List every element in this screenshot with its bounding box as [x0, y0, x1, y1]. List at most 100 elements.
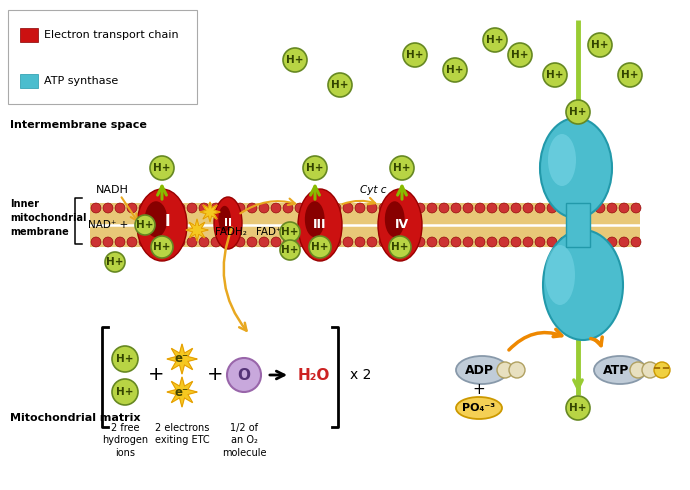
Text: NAD⁺ +: NAD⁺ + [88, 220, 128, 230]
Polygon shape [167, 377, 197, 407]
Text: NADH: NADH [96, 185, 129, 195]
Circle shape [211, 237, 221, 247]
Text: PO₄⁻³: PO₄⁻³ [462, 403, 495, 413]
Text: FAD⁺ +: FAD⁺ + [256, 227, 293, 237]
Bar [566, 203, 590, 247]
Text: H+: H+ [406, 50, 424, 60]
Text: H+: H+ [486, 35, 504, 45]
Text: 2 free
hydrogen
ions: 2 free hydrogen ions [102, 423, 148, 458]
Circle shape [619, 203, 629, 213]
Circle shape [463, 203, 473, 213]
Circle shape [403, 43, 427, 67]
Circle shape [343, 203, 353, 213]
Circle shape [127, 237, 137, 247]
Circle shape [307, 237, 317, 247]
Circle shape [295, 237, 305, 247]
Circle shape [415, 237, 425, 247]
Ellipse shape [540, 118, 612, 218]
Text: H+: H+ [136, 220, 154, 230]
Text: O: O [237, 368, 250, 383]
Circle shape [475, 203, 485, 213]
Circle shape [631, 203, 641, 213]
Circle shape [259, 203, 269, 213]
Circle shape [283, 48, 307, 72]
Circle shape [654, 362, 670, 378]
FancyBboxPatch shape [8, 10, 197, 104]
Circle shape [105, 252, 125, 272]
Ellipse shape [545, 245, 575, 305]
Ellipse shape [298, 189, 342, 261]
Ellipse shape [456, 397, 502, 419]
Circle shape [571, 203, 581, 213]
Text: H+: H+ [591, 40, 609, 50]
Text: IV: IV [395, 219, 409, 231]
Circle shape [355, 203, 365, 213]
Ellipse shape [218, 206, 231, 232]
Bar [20, 28, 38, 42]
Text: H+: H+ [446, 65, 464, 75]
Circle shape [343, 237, 353, 247]
Circle shape [331, 237, 341, 247]
Circle shape [355, 237, 365, 247]
Circle shape [115, 203, 125, 213]
Circle shape [271, 237, 281, 247]
Circle shape [283, 237, 293, 247]
Bar [90, 203, 640, 247]
Circle shape [367, 203, 377, 213]
Circle shape [483, 28, 507, 52]
Text: II: II [224, 218, 232, 228]
Circle shape [115, 237, 125, 247]
Circle shape [163, 237, 173, 247]
Text: Intermembrane space: Intermembrane space [10, 120, 147, 130]
Text: Electron transport chain: Electron transport chain [44, 30, 179, 40]
Circle shape [547, 237, 557, 247]
Circle shape [463, 237, 473, 247]
Circle shape [511, 237, 521, 247]
Text: H+: H+ [621, 70, 639, 80]
Text: H+: H+ [569, 107, 586, 117]
Text: Cyt c: Cyt c [360, 185, 386, 195]
Text: H+: H+ [393, 163, 411, 173]
Circle shape [135, 215, 155, 235]
Circle shape [199, 203, 209, 213]
Text: H+: H+ [331, 80, 348, 90]
Circle shape [103, 237, 113, 247]
Circle shape [403, 203, 413, 213]
Circle shape [295, 203, 305, 213]
Circle shape [619, 237, 629, 247]
Circle shape [187, 237, 197, 247]
Circle shape [280, 240, 300, 260]
Circle shape [175, 203, 185, 213]
Circle shape [566, 100, 590, 124]
Circle shape [499, 203, 509, 213]
Ellipse shape [543, 230, 623, 340]
Circle shape [607, 237, 617, 247]
Text: III: III [313, 219, 327, 231]
Circle shape [91, 203, 101, 213]
Circle shape [642, 362, 658, 378]
Text: ATP synthase: ATP synthase [44, 76, 118, 86]
Circle shape [630, 362, 646, 378]
Circle shape [547, 203, 557, 213]
Circle shape [307, 203, 317, 213]
Circle shape [571, 237, 581, 247]
Ellipse shape [214, 197, 242, 249]
Circle shape [511, 203, 521, 213]
Circle shape [543, 63, 567, 87]
Circle shape [509, 362, 525, 378]
Text: ADP: ADP [464, 364, 493, 376]
Text: H+: H+ [306, 163, 324, 173]
Text: H+: H+ [153, 163, 170, 173]
Circle shape [223, 237, 233, 247]
Circle shape [588, 33, 612, 57]
Text: H+: H+ [116, 387, 134, 397]
Circle shape [583, 237, 593, 247]
Text: H₂O: H₂O [298, 368, 331, 383]
Circle shape [427, 203, 437, 213]
Text: H+: H+ [311, 242, 328, 252]
Text: +: + [148, 366, 164, 385]
Polygon shape [200, 202, 220, 222]
Polygon shape [186, 219, 208, 241]
Text: +: + [473, 383, 485, 397]
Circle shape [227, 358, 261, 392]
